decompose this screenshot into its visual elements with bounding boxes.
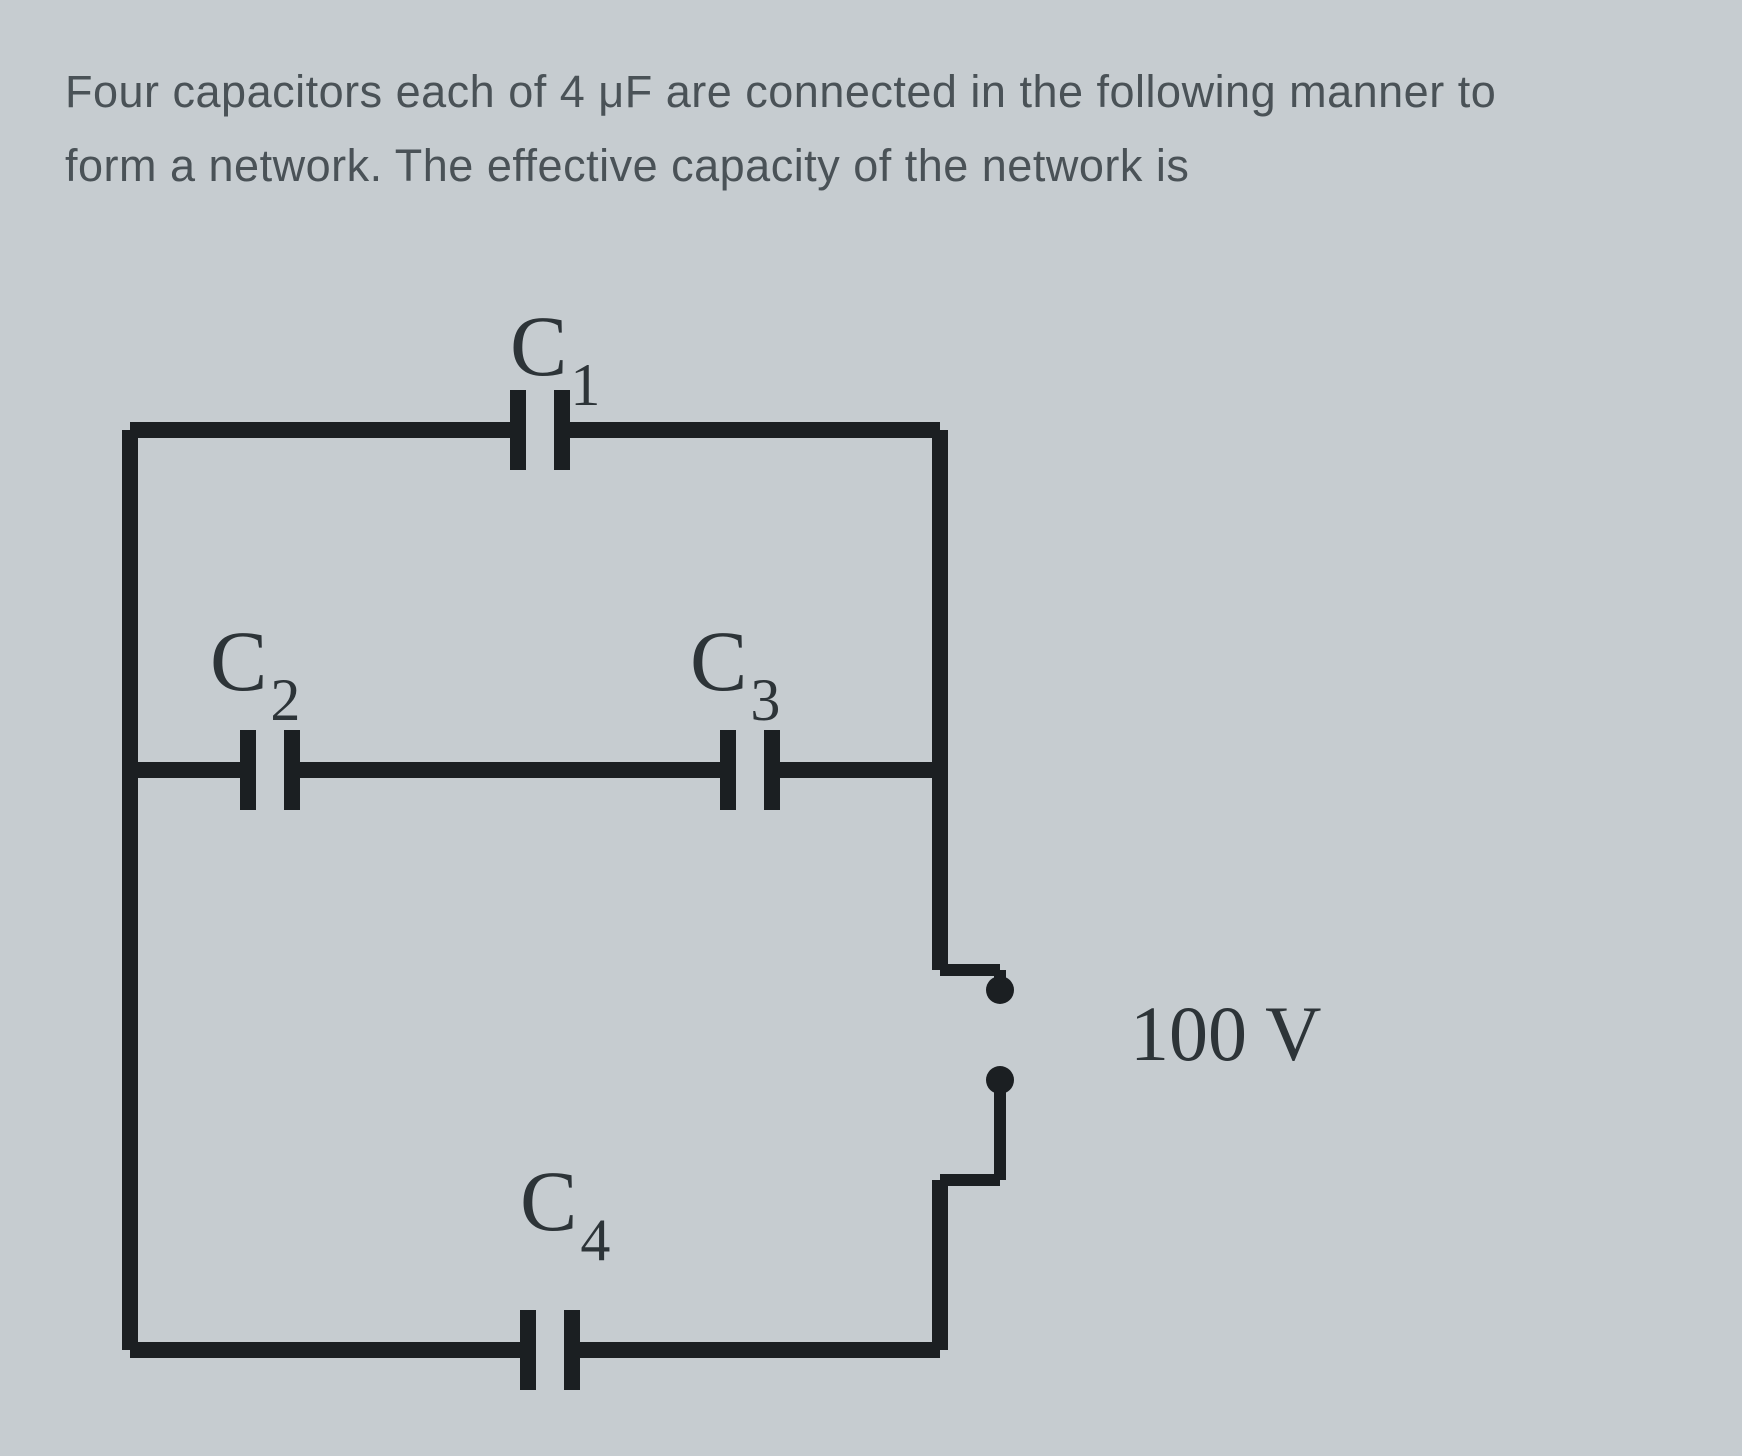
q-line1-suffix: are connected in the following manner to bbox=[653, 66, 1497, 117]
label-c2: C2 bbox=[210, 613, 300, 733]
q-line2: form a network. The effective capacity o… bbox=[65, 140, 1189, 191]
label-c3: C3 bbox=[690, 613, 780, 733]
question-text: Four capacitors each of 4 μF are connect… bbox=[65, 55, 1712, 204]
circuit-diagram: C1C2C3C4100 V bbox=[70, 300, 1670, 1450]
q-value-unit: μF bbox=[598, 66, 652, 117]
q-value-num: 4 bbox=[560, 66, 586, 117]
label-c4: C4 bbox=[520, 1153, 610, 1273]
q-line1-prefix: Four capacitors each of bbox=[65, 66, 560, 117]
voltage-label: 100 V bbox=[1130, 990, 1321, 1077]
